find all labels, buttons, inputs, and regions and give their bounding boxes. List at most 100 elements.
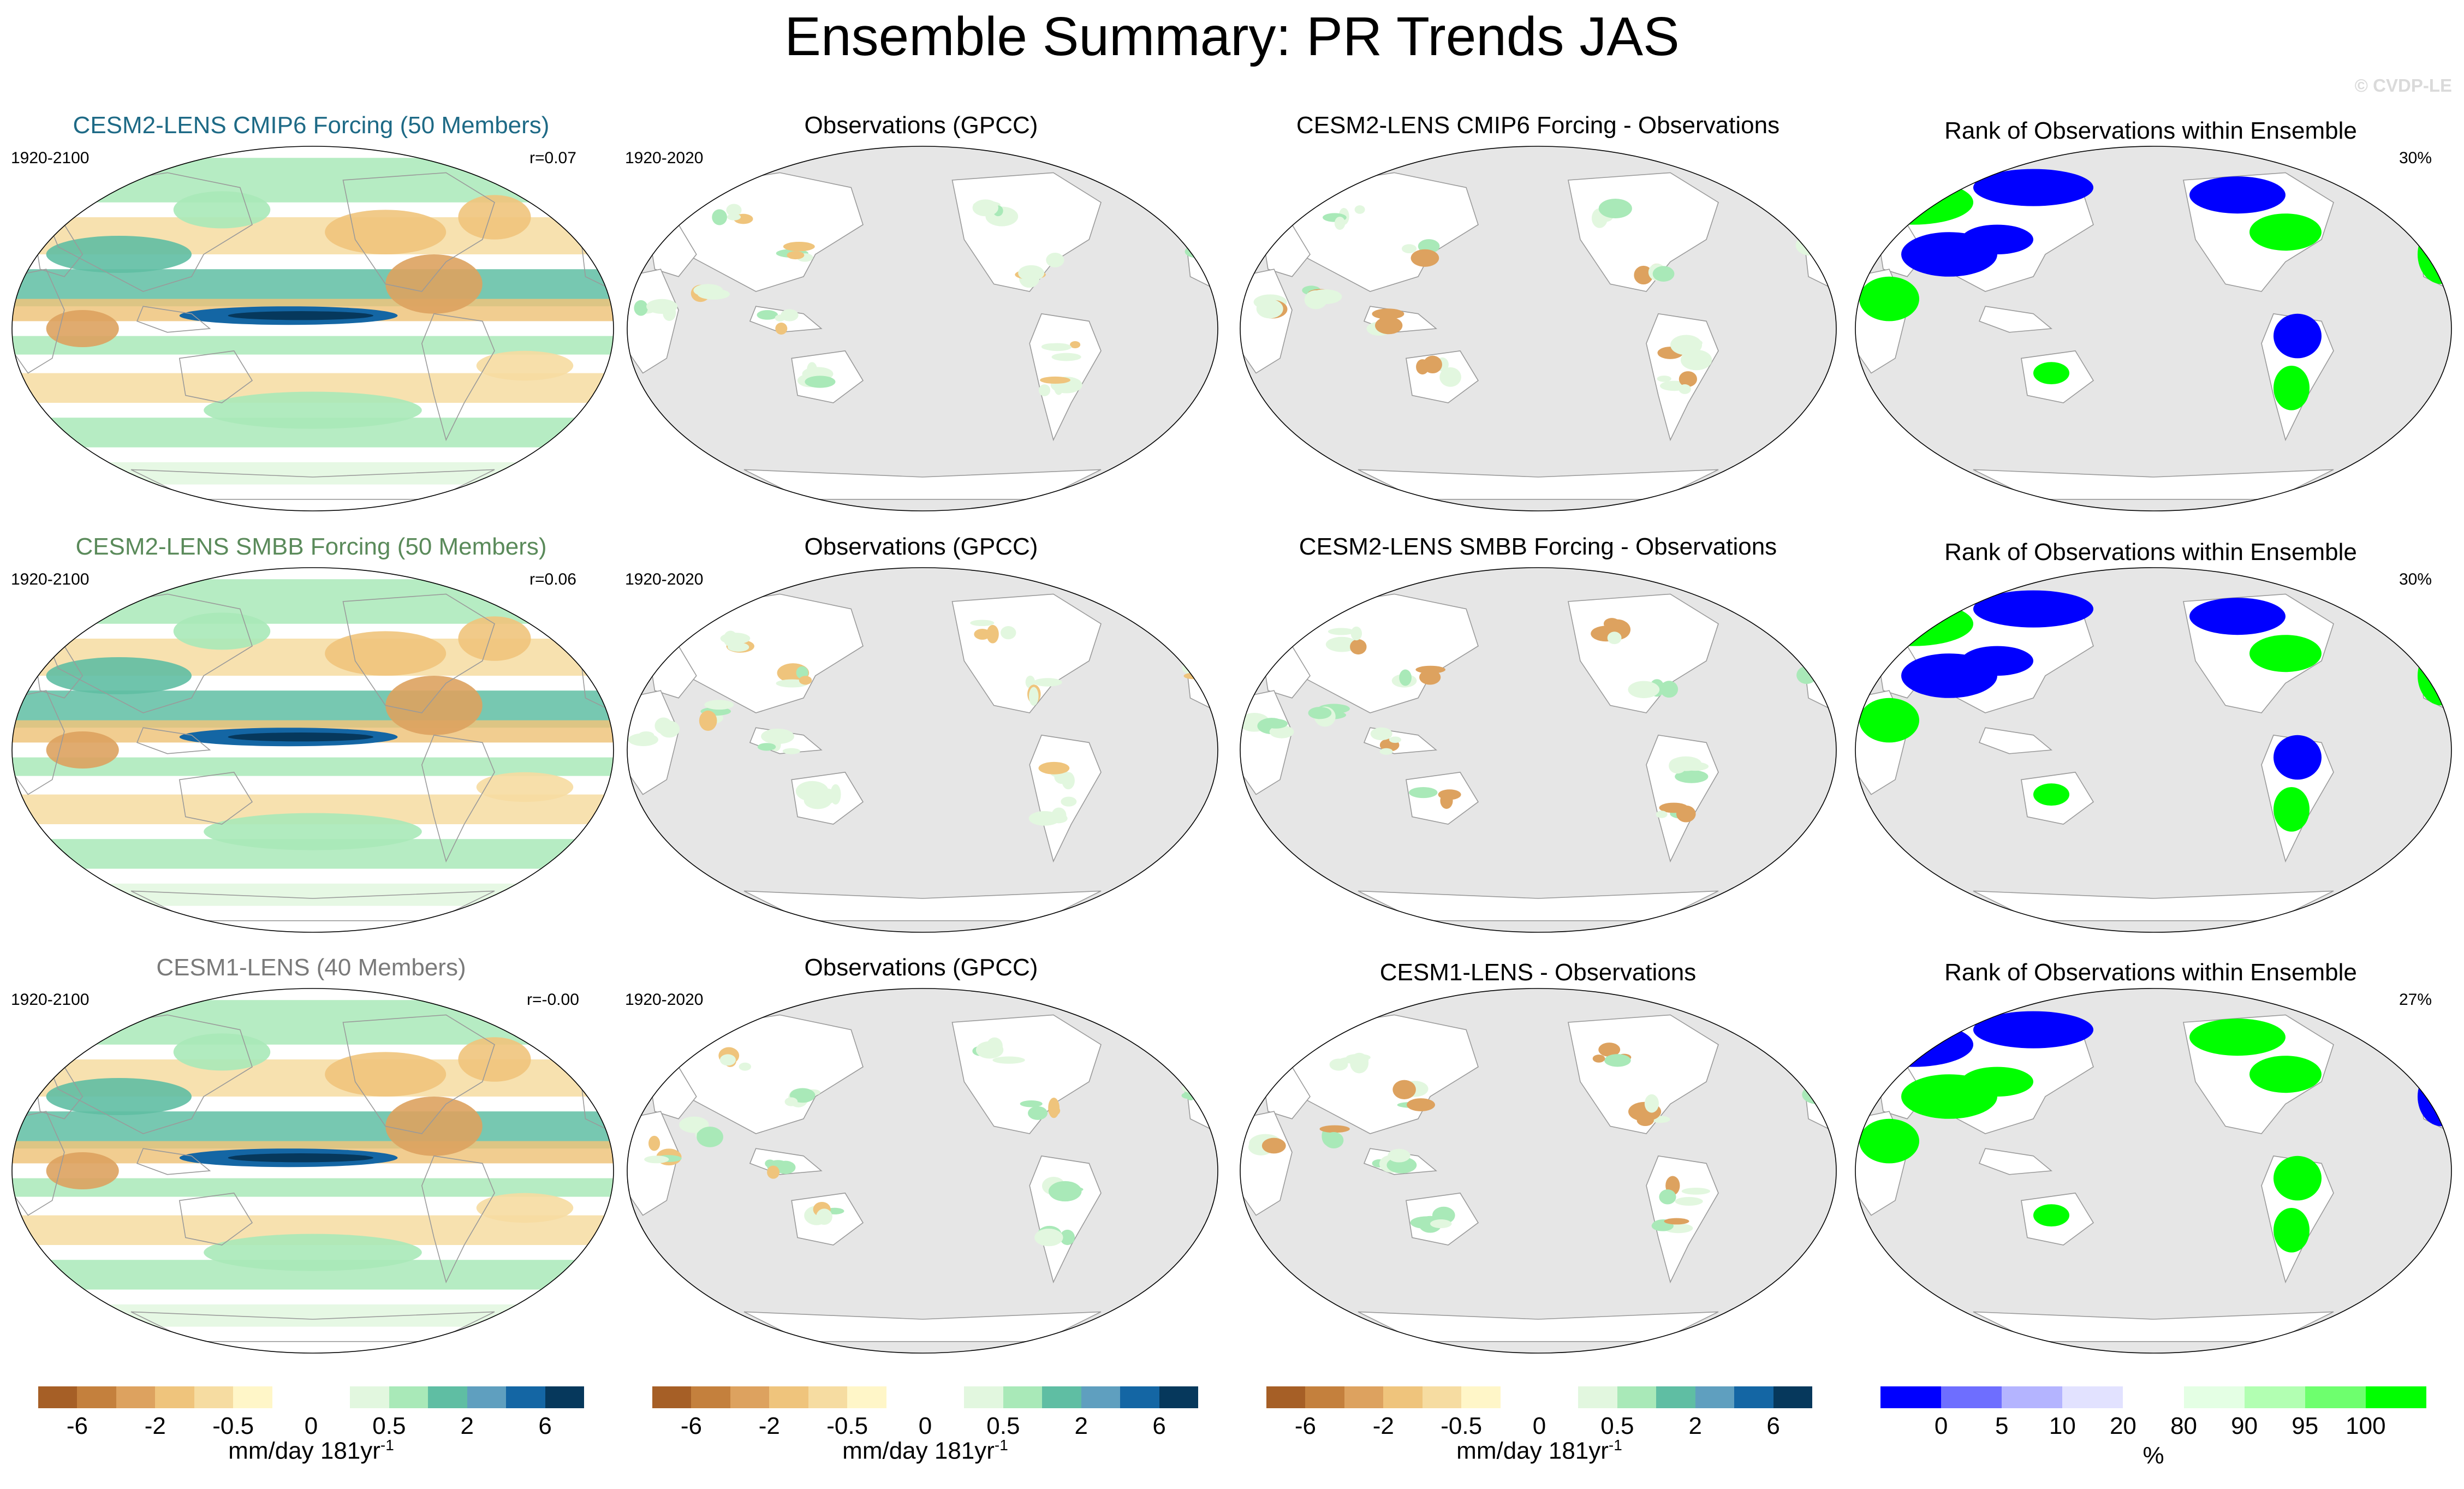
ocean-mask xyxy=(1240,988,1836,1353)
coastline xyxy=(12,269,65,374)
colorbar-swatch xyxy=(2002,1386,2063,1408)
land-trend-patch xyxy=(697,1129,715,1140)
coastline xyxy=(178,350,253,403)
land-trend-patch xyxy=(644,1156,669,1164)
land-trend-patch xyxy=(1607,632,1622,645)
land-trend-patch xyxy=(1256,299,1283,319)
figure-title: Ensemble Summary: PR Trends JAS xyxy=(784,6,1680,67)
colorbar-tick-label: -0.5 xyxy=(826,1413,868,1439)
row2-rank-percent: 30% xyxy=(2399,570,2432,588)
trend-blob xyxy=(385,676,483,735)
land-trend-patch xyxy=(1634,265,1653,285)
land-trend-patch xyxy=(782,748,801,754)
row1-diff-title: CESM2-LENS CMIP6 Forcing - Observations xyxy=(1296,112,1780,139)
colorbar-swatch xyxy=(233,1386,273,1408)
land-trend-patch xyxy=(1680,349,1712,371)
colorbar-swatch xyxy=(1344,1386,1384,1408)
colorbar-swatch xyxy=(2305,1386,2366,1408)
land-area xyxy=(1978,1148,2053,1175)
land-trend-patch xyxy=(1628,681,1660,699)
land-trend-patch xyxy=(712,209,727,225)
trend-blob xyxy=(204,391,422,429)
rank-patch xyxy=(2273,735,2322,780)
land-trend-patch xyxy=(761,728,795,744)
land-trend-patch xyxy=(1603,618,1620,630)
land-trend-patch xyxy=(1028,687,1039,706)
colorbar-swatch xyxy=(467,1386,507,1408)
land-trend-patch xyxy=(1656,811,1668,818)
land-trend-patch xyxy=(1636,1114,1654,1127)
colorbar-swatch xyxy=(1656,1386,1696,1408)
land-trend-patch xyxy=(1046,253,1064,267)
colorbar-swatch xyxy=(769,1386,809,1408)
land-trend-patch xyxy=(1261,1137,1286,1154)
map-border xyxy=(627,567,1218,933)
land-trend-patch xyxy=(781,309,799,321)
land-trend-patch xyxy=(1346,1053,1371,1061)
land-area xyxy=(1240,269,1293,374)
colorbar-swatch xyxy=(808,1386,848,1408)
land-trend-patch xyxy=(1659,1189,1676,1205)
units-exponent: -1 xyxy=(1608,1437,1622,1454)
trend-blob xyxy=(46,1152,119,1189)
land-trend-patch xyxy=(1195,1076,1213,1091)
land-trend-patch xyxy=(1020,1100,1043,1107)
land-trend-patch xyxy=(1184,1084,1197,1100)
row1-rank-percent: 30% xyxy=(2399,149,2432,167)
land-trend-patch xyxy=(1028,811,1061,826)
colorbar-swatch xyxy=(350,1386,390,1408)
colorbar-tick-label: -0.5 xyxy=(212,1413,254,1439)
coastline xyxy=(136,306,211,333)
land-trend-patch xyxy=(1438,789,1461,800)
colorbar-tick-label: 0.5 xyxy=(1600,1413,1634,1439)
land-trend-patch xyxy=(1399,669,1412,686)
rank-patch xyxy=(1859,698,1919,743)
land-trend-patch xyxy=(1389,736,1402,743)
land-trend-patch xyxy=(1644,1094,1659,1113)
colorbar-swatch xyxy=(2365,1386,2427,1408)
trend-blob xyxy=(476,772,574,802)
colorbar-swatch xyxy=(2062,1386,2123,1408)
land-trend-patch xyxy=(784,1097,798,1106)
colorbar-swatch xyxy=(1383,1386,1423,1408)
land-trend-patch xyxy=(1652,266,1675,282)
land-trend-patch xyxy=(1598,198,1632,218)
row3-rank-map xyxy=(1855,988,2452,1354)
land-trend-patch xyxy=(783,242,815,252)
land-trend-patch xyxy=(1038,761,1070,775)
land-trend-patch xyxy=(1319,1125,1350,1133)
trend-blob xyxy=(46,1078,192,1115)
land-trend-patch xyxy=(1062,772,1075,790)
colorbar-swatch xyxy=(652,1386,692,1408)
land-trend-patch xyxy=(1430,1219,1452,1229)
land-trend-patch xyxy=(1797,235,1825,249)
trend-blob xyxy=(325,1052,447,1097)
coastline xyxy=(136,727,211,754)
land-trend-patch xyxy=(1592,1055,1605,1063)
row3-rank-percent: 27% xyxy=(2399,991,2432,1009)
colorbar-tick-label: 2 xyxy=(1074,1413,1088,1439)
rank-patch xyxy=(1855,1022,1973,1067)
land-trend-patch xyxy=(1813,239,1836,250)
colorbar-units-label: mm/day 181yr-1 xyxy=(228,1437,394,1464)
trend-blob xyxy=(385,254,483,314)
trend-blob xyxy=(46,657,192,694)
coastline xyxy=(12,1111,65,1216)
colorbar-tick-label: 5 xyxy=(1995,1413,2009,1439)
trend-blob xyxy=(173,191,271,229)
coastline xyxy=(178,1192,253,1246)
land-trend-patch xyxy=(1679,371,1698,387)
land-trend-patch xyxy=(776,1160,796,1174)
rank-patch xyxy=(1855,601,1973,646)
rank-patch xyxy=(1859,1118,1919,1164)
ocean-mask xyxy=(627,146,1218,511)
trend-blob xyxy=(46,310,119,347)
colorbar-swatch xyxy=(1422,1386,1462,1408)
land-trend-patch xyxy=(1813,663,1836,670)
rank-patch xyxy=(1961,1067,2033,1097)
colorbar-swatch xyxy=(1773,1386,1813,1408)
map-border xyxy=(1855,988,2452,1354)
colorbar-tick-label: -2 xyxy=(758,1413,780,1439)
land-trend-patch xyxy=(757,743,776,751)
land-trend-patch xyxy=(1205,657,1218,663)
